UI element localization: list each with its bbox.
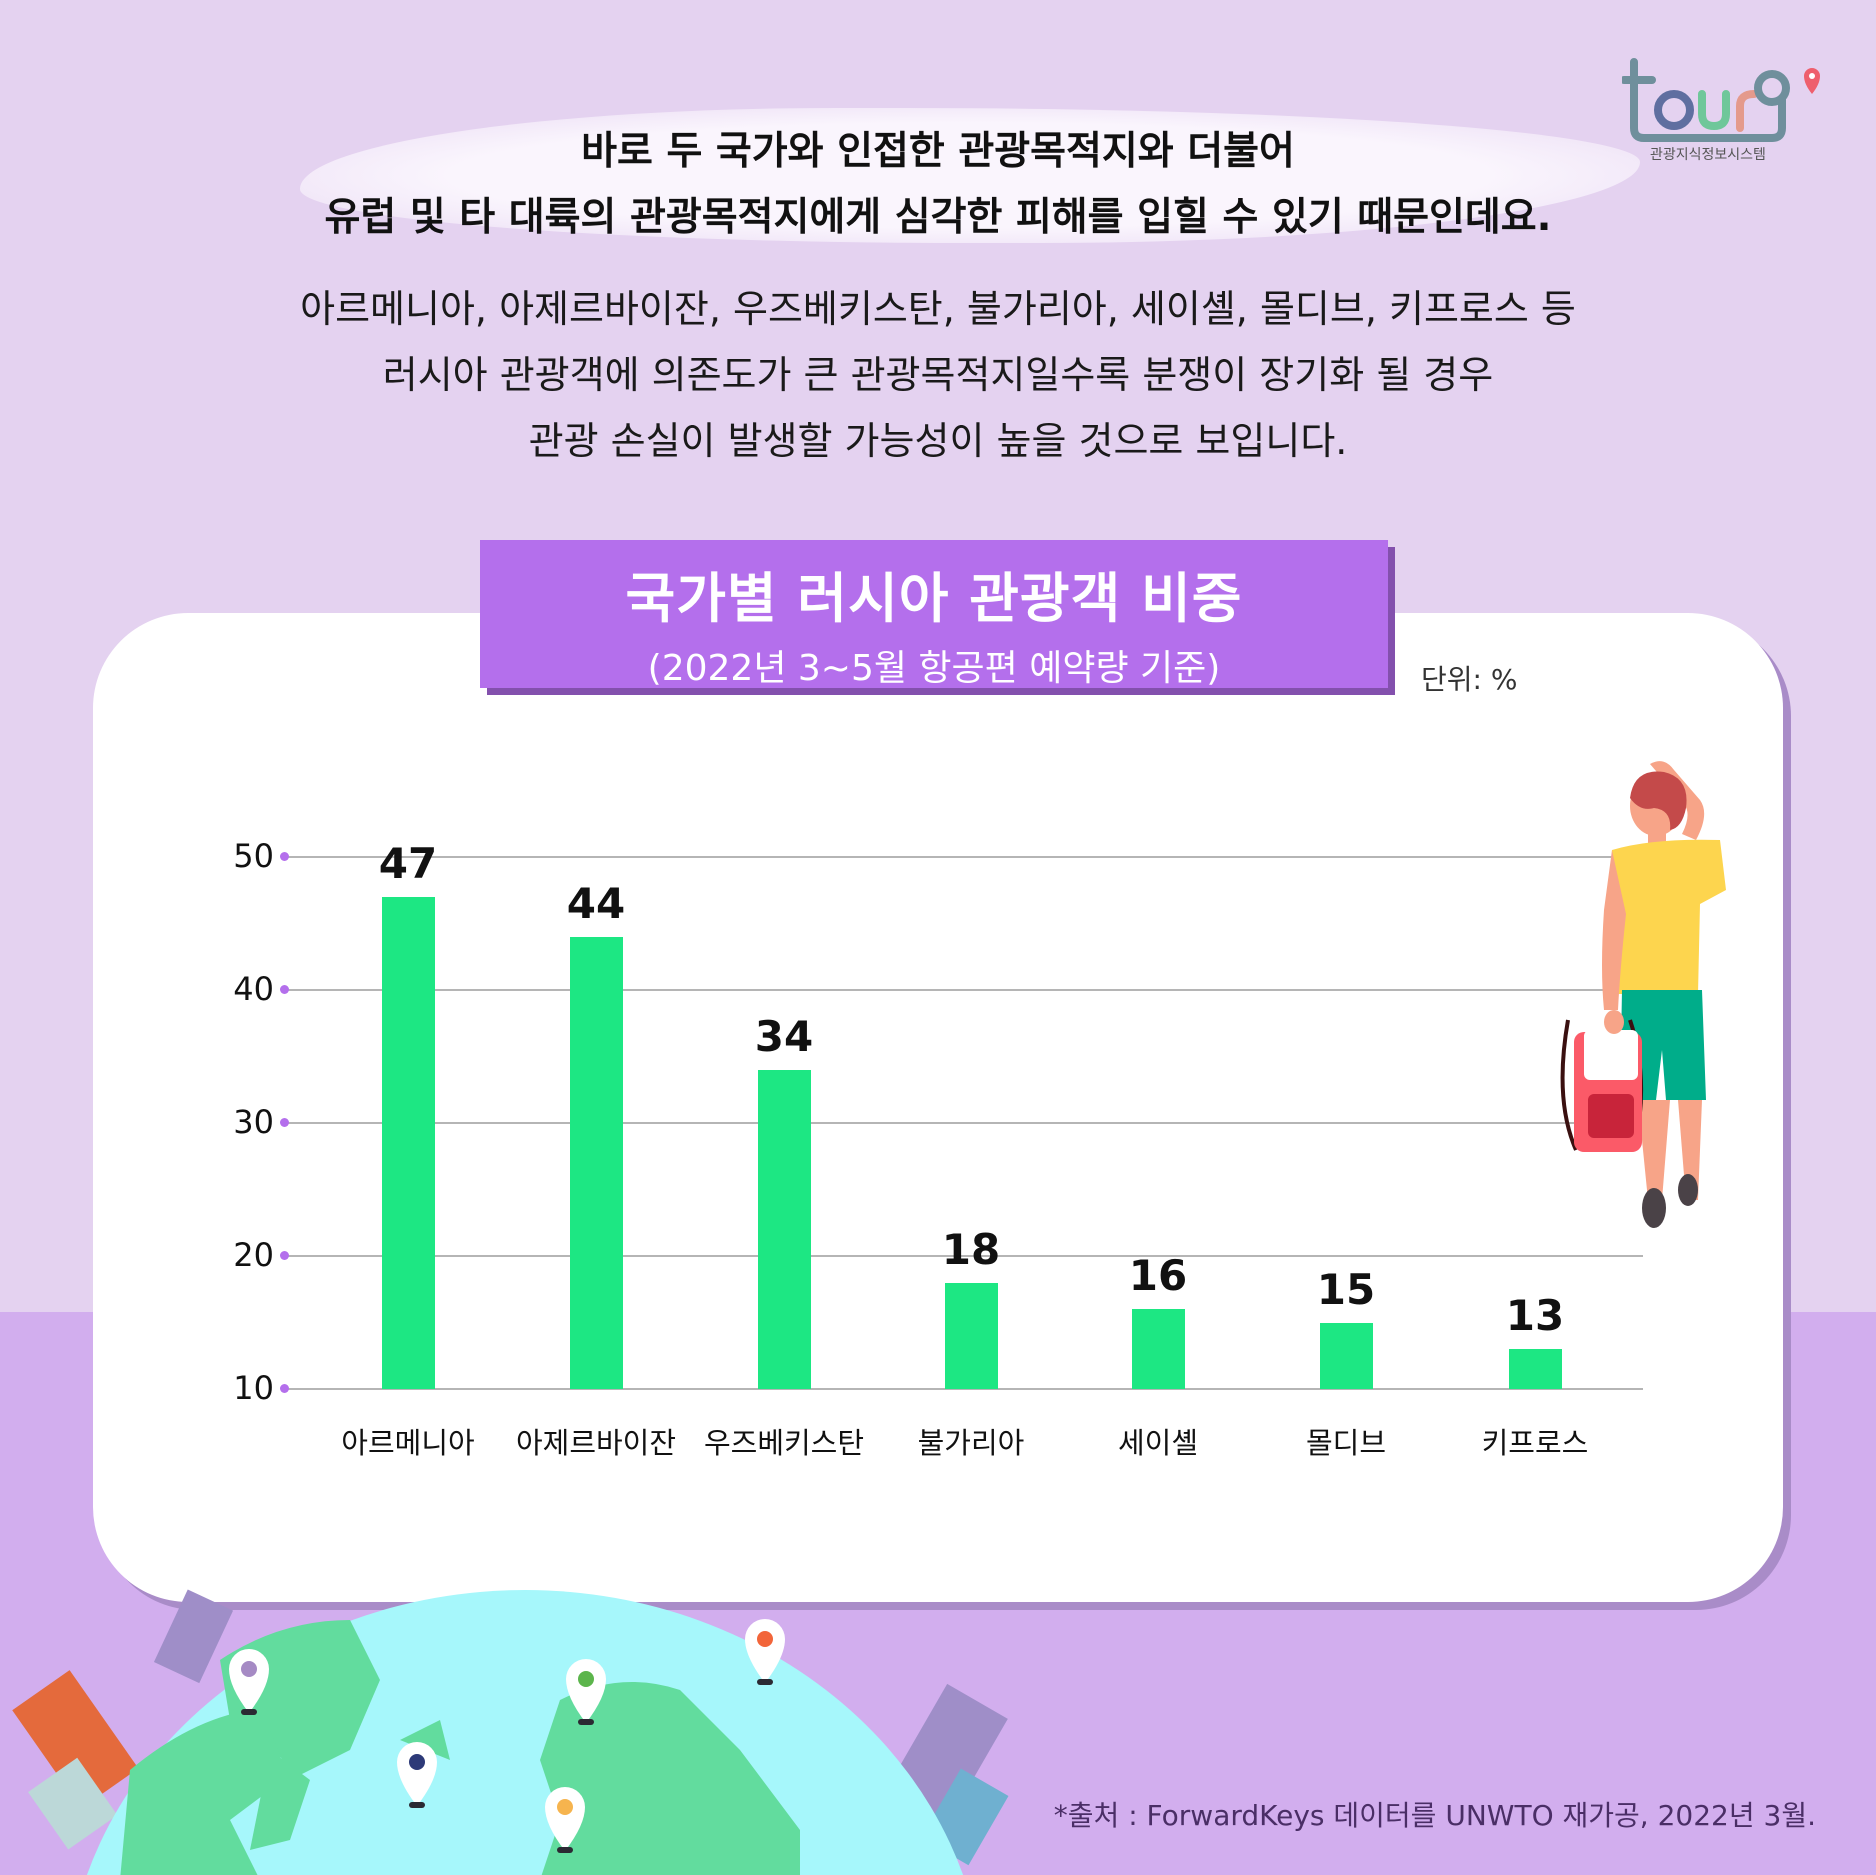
bar [570, 936, 623, 1389]
x-category-label: 아제르바이잔 [515, 1426, 677, 1460]
bar [1320, 1322, 1373, 1389]
logo-subtitle: 관광지식정보시스템 [1650, 147, 1766, 163]
x-category-label: 우즈베키스탄 [703, 1426, 865, 1460]
globe-icon [12, 1589, 1009, 1875]
chart-title-box: 국가별 러시아 관광객 비중 (2022년 3~5월 항공편 예약량 기준) [480, 540, 1388, 689]
body-line-2: 러시아 관광객에 의존도가 큰 관광목적지일수록 분쟁이 장기화 될 경우 [382, 353, 1494, 397]
bar-value-label: 16 [1128, 1251, 1188, 1301]
traveler-icon [1560, 761, 1726, 1228]
map-pin-purple-icon [229, 1649, 269, 1715]
y-tick-10: 10 [233, 1369, 274, 1407]
gridline-10 [285, 1388, 1643, 1390]
tourg-logo [1622, 58, 1822, 168]
globe-illustration [0, 1560, 1050, 1875]
chart-title: 국가별 러시아 관광객 비중 [625, 567, 1243, 630]
bar-value-label: 44 [566, 878, 626, 928]
traveler-illustration [1538, 750, 1738, 1230]
x-category-label: 몰디브 [1305, 1426, 1387, 1460]
map-pin-yellow-icon [545, 1787, 585, 1853]
chart-subtitle: (2022년 3~5월 항공편 예약량 기준) [647, 648, 1221, 689]
gridline-40 [285, 989, 1643, 991]
map-pin-navy-icon [397, 1742, 437, 1808]
bar [1132, 1309, 1185, 1389]
tick-dot-icon [280, 985, 289, 994]
tick-dot-icon [280, 1384, 289, 1393]
headline-line-1: 바로 두 국가와 인접한 관광목적지와 더불어 [581, 129, 1295, 174]
bar-value-label: 34 [754, 1011, 814, 1061]
gridline-50 [285, 856, 1643, 858]
source-footnote: *출처 : ForwardKeys 데이터를 UNWTO 재가공, 2022년 … [1053, 1799, 1816, 1832]
x-category-label: 아르메니아 [341, 1426, 475, 1460]
bar [758, 1069, 811, 1389]
gridline-20 [285, 1255, 1643, 1257]
gridline-30 [285, 1122, 1643, 1124]
map-pin-green-icon [566, 1659, 606, 1725]
bar-value-label: 15 [1316, 1264, 1376, 1314]
x-category-label: 키프로스 [1481, 1426, 1589, 1460]
bar [1509, 1349, 1562, 1389]
brush-highlight [300, 108, 1640, 243]
body-line-1: 아르메니아, 아제르바이잔, 우즈베키스탄, 불가리아, 세이셸, 몰디브, 키… [300, 287, 1576, 331]
headline-line-2: 유럽 및 타 대륙의 관광목적지에게 심각한 피해를 입힐 수 있기 때문인데요… [324, 195, 1552, 240]
y-tick-30: 30 [233, 1103, 274, 1141]
chart-card [93, 613, 1783, 1602]
x-category-label: 불가리아 [917, 1426, 1025, 1460]
bar-value-label: 13 [1505, 1291, 1565, 1341]
map-pin-orange-icon [745, 1619, 785, 1685]
y-tick-50: 50 [233, 837, 274, 875]
y-tick-40: 40 [233, 970, 274, 1008]
tick-dot-icon [280, 852, 289, 861]
x-category-label: 세이셸 [1117, 1426, 1199, 1460]
bar [945, 1282, 998, 1389]
body-line-3: 관광 손실이 발생할 가능성이 높을 것으로 보입니다. [528, 419, 1348, 463]
bar-value-label: 18 [941, 1224, 1001, 1274]
y-tick-20: 20 [233, 1236, 274, 1274]
tourg-logo-icon [1622, 58, 1820, 142]
bar [382, 896, 435, 1389]
tick-dot-icon [280, 1251, 289, 1260]
bar-value-label: 47 [378, 838, 438, 888]
tick-dot-icon [280, 1118, 289, 1127]
chart-unit-label: 단위: % [1421, 663, 1518, 696]
